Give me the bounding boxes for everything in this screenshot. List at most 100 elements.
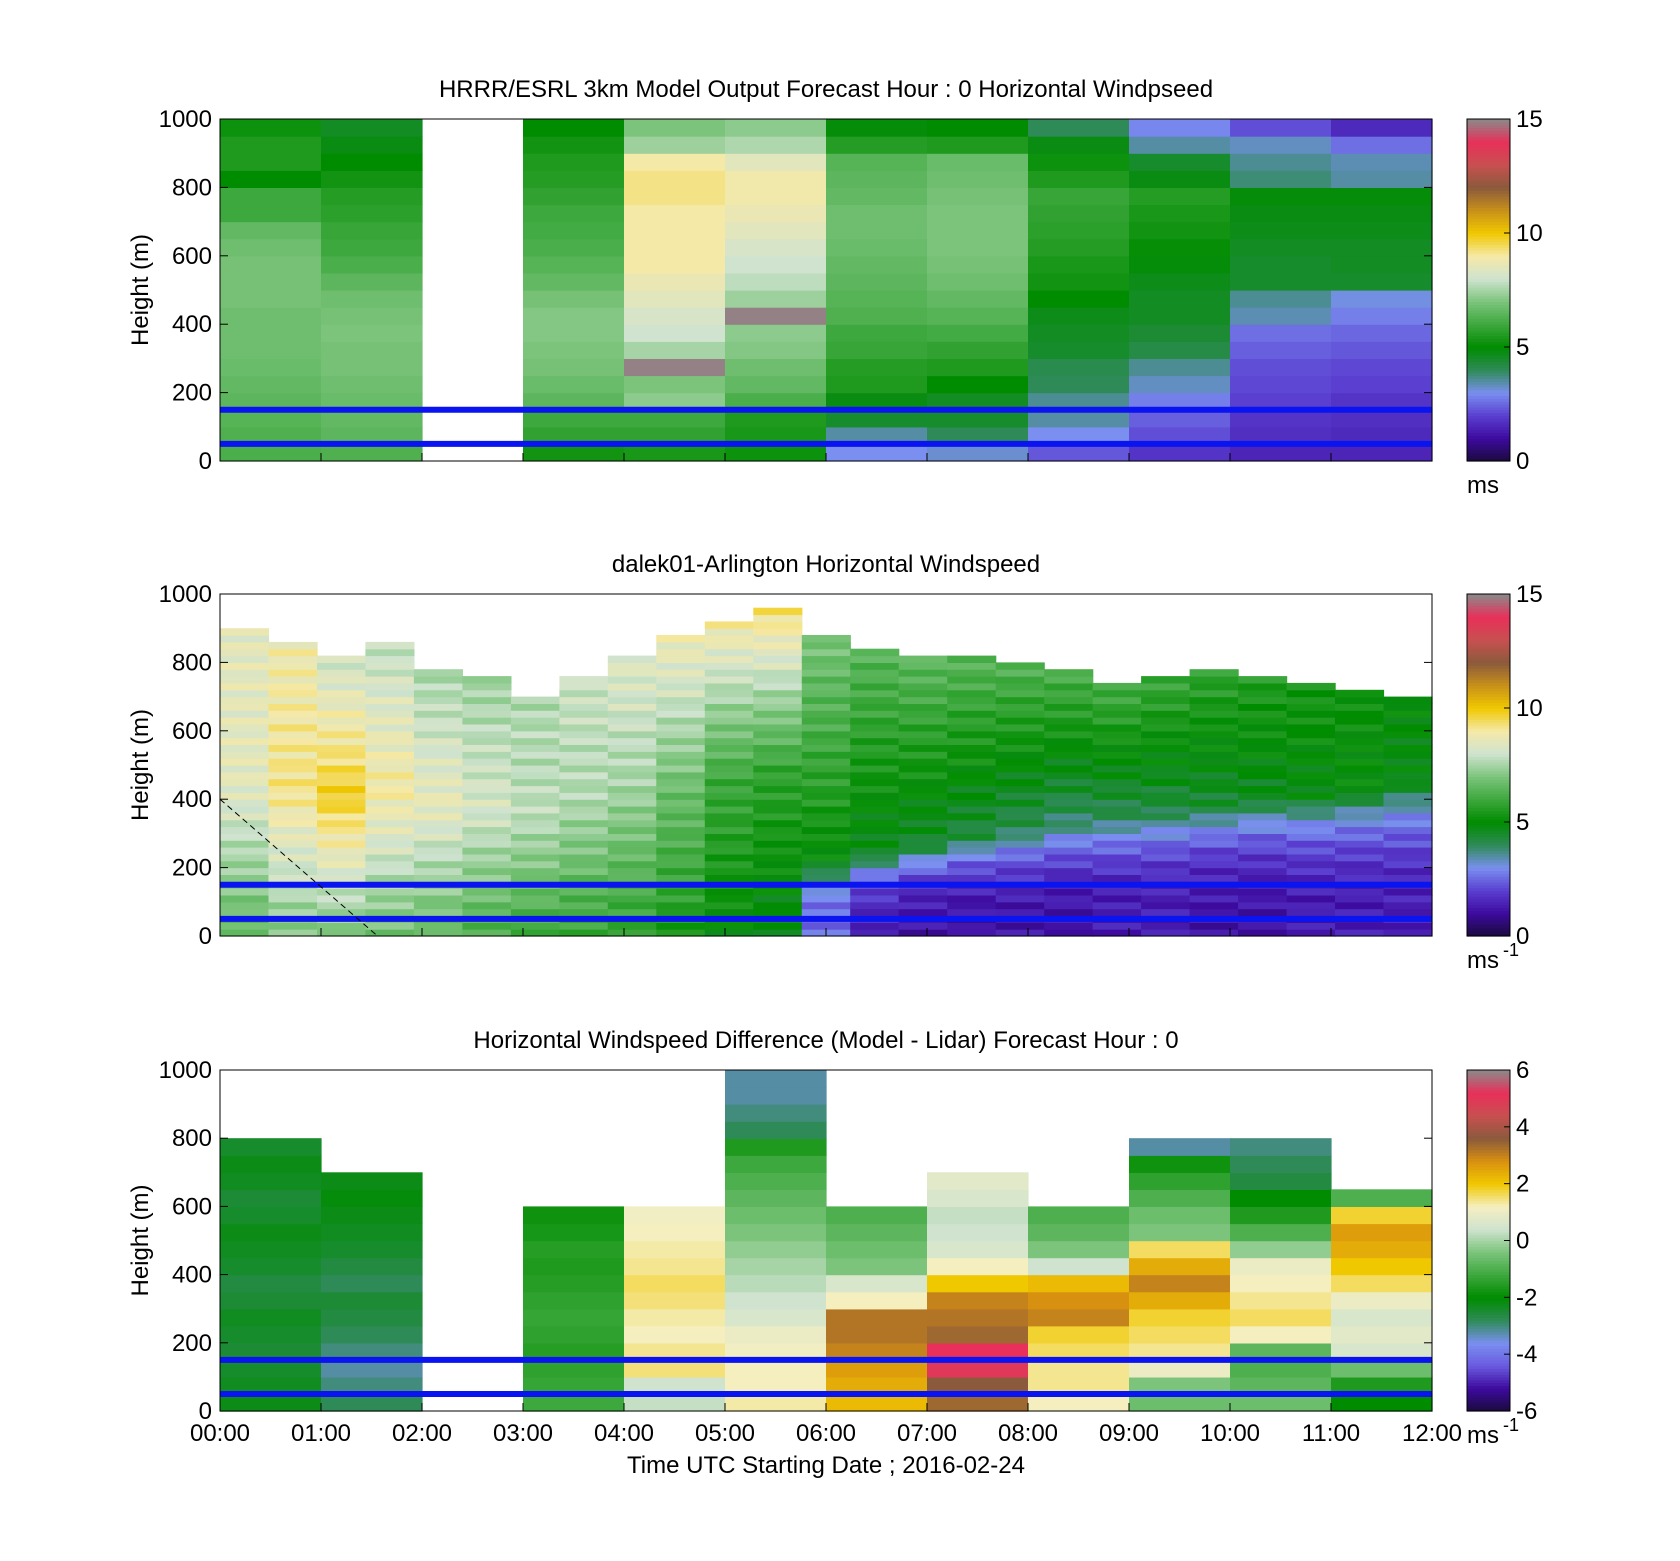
heatmap-cell	[1335, 812, 1385, 821]
heatmap-cell	[220, 888, 270, 896]
heatmap-cell	[656, 792, 706, 800]
heatmap-cell	[1028, 443, 1130, 462]
heatmap-cell	[850, 895, 900, 903]
heatmap-cell	[753, 922, 803, 930]
heatmap-cell	[413, 806, 463, 814]
heatmap-cell	[1383, 751, 1433, 759]
heatmap-cell	[220, 785, 270, 793]
heatmap-cell	[1383, 724, 1433, 732]
heatmap-cell	[725, 409, 827, 428]
heatmap-cell	[220, 682, 270, 691]
heatmap-cell	[510, 860, 560, 869]
heatmap-cell	[1230, 238, 1332, 257]
colorbar-swatch	[1467, 1132, 1510, 1136]
colorbar-swatch	[1467, 725, 1510, 729]
heatmap-cell	[624, 221, 726, 240]
colorbar-swatch	[1467, 1092, 1510, 1097]
heatmap-cell	[523, 1257, 625, 1276]
heatmap-cell	[1141, 751, 1191, 759]
colorbar-swatch	[1467, 1087, 1510, 1091]
colorbar-swatch	[1467, 392, 1510, 397]
heatmap-cells	[220, 607, 1433, 937]
heatmap-cell	[220, 826, 270, 834]
heatmap-cell	[624, 1342, 726, 1361]
heatmap-cell	[850, 799, 900, 807]
heatmap-cell	[1129, 1359, 1231, 1378]
heatmap-cell	[1044, 724, 1094, 732]
colorbar-swatch	[1467, 1214, 1510, 1219]
heatmap-cell	[1335, 929, 1385, 937]
heatmap-cell	[220, 908, 270, 916]
heatmap-cell	[1189, 847, 1239, 855]
heatmap-cell	[850, 703, 900, 711]
heatmap-cell	[704, 806, 754, 814]
heatmap-cell	[927, 1172, 1029, 1190]
heatmap-cell	[1335, 901, 1385, 910]
heatmap-cell	[1230, 272, 1332, 291]
heatmap-cell	[1092, 826, 1142, 834]
heatmap-cell	[523, 204, 625, 223]
heatmap-cell	[1129, 1257, 1231, 1276]
heatmap-cell	[559, 778, 609, 787]
colorbar-swatch	[1467, 144, 1510, 149]
colorbar-swatch	[1467, 181, 1510, 186]
heatmap-cell	[1189, 874, 1239, 882]
heatmap-cell	[947, 874, 997, 882]
colorbar-swatch	[1467, 702, 1510, 706]
heatmap-cell	[510, 819, 560, 828]
heatmap-cell	[1286, 806, 1336, 814]
colorbar-swatch	[1467, 1334, 1510, 1338]
colorbar-swatch	[1467, 813, 1510, 817]
heatmap-cell	[947, 819, 997, 828]
heatmap-cell	[1335, 895, 1385, 903]
heatmap-cell	[1044, 682, 1094, 691]
heatmap-cell	[1238, 908, 1288, 916]
heatmap-cell	[365, 710, 415, 718]
heatmap-cell	[1189, 840, 1239, 848]
colorbar-swatch	[1467, 1320, 1510, 1324]
heatmap-cell	[1092, 853, 1142, 862]
heatmap-cell	[523, 272, 625, 291]
heatmap-cell	[801, 826, 851, 834]
heatmap-cell	[801, 888, 851, 896]
heatmap-cell	[365, 812, 415, 821]
heatmap-cell	[1383, 737, 1433, 745]
heatmap-cell	[1286, 703, 1336, 711]
heatmap-cell	[1129, 136, 1231, 154]
heatmap-cell	[559, 703, 609, 711]
heatmap-cell	[317, 669, 367, 677]
colorbar-swatch	[1467, 324, 1510, 328]
heatmap-cell	[1092, 812, 1142, 821]
heatmap-cell	[704, 792, 754, 800]
heatmap-cell	[607, 847, 657, 855]
heatmap-cell	[1141, 874, 1191, 882]
heatmap-cell	[1238, 826, 1288, 834]
heatmap-cell	[1189, 908, 1239, 916]
heatmap-cell	[607, 833, 657, 841]
heatmap-cell	[1238, 703, 1288, 711]
colorbar-swatch	[1467, 933, 1510, 937]
heatmap-cell	[1335, 758, 1385, 766]
heatmap-cell	[268, 826, 318, 834]
colorbar-tick-label: 10	[1516, 695, 1543, 722]
heatmap-cell	[607, 730, 657, 739]
colorbar-swatch	[1467, 1266, 1510, 1270]
heatmap-cell	[1044, 799, 1094, 807]
heatmap-cell	[801, 819, 851, 828]
heatmap-cell	[1335, 717, 1385, 725]
heatmap-cell	[995, 765, 1045, 773]
colorbar-swatch	[1467, 1399, 1510, 1404]
heatmap-cell	[220, 307, 322, 325]
heatmap-cell	[510, 901, 560, 910]
heatmap-cell	[1230, 1308, 1332, 1327]
heatmap-cell	[624, 153, 726, 171]
heatmap-cell	[947, 737, 997, 745]
colorbar-swatch	[1467, 1229, 1510, 1233]
heatmap-cell	[801, 662, 851, 670]
heatmap-cell	[1044, 853, 1094, 862]
colorbar-swatch	[1467, 745, 1510, 749]
heatmap-cell	[725, 1070, 827, 1088]
heatmap-cell	[826, 1359, 928, 1378]
heatmap-cell	[898, 751, 948, 759]
